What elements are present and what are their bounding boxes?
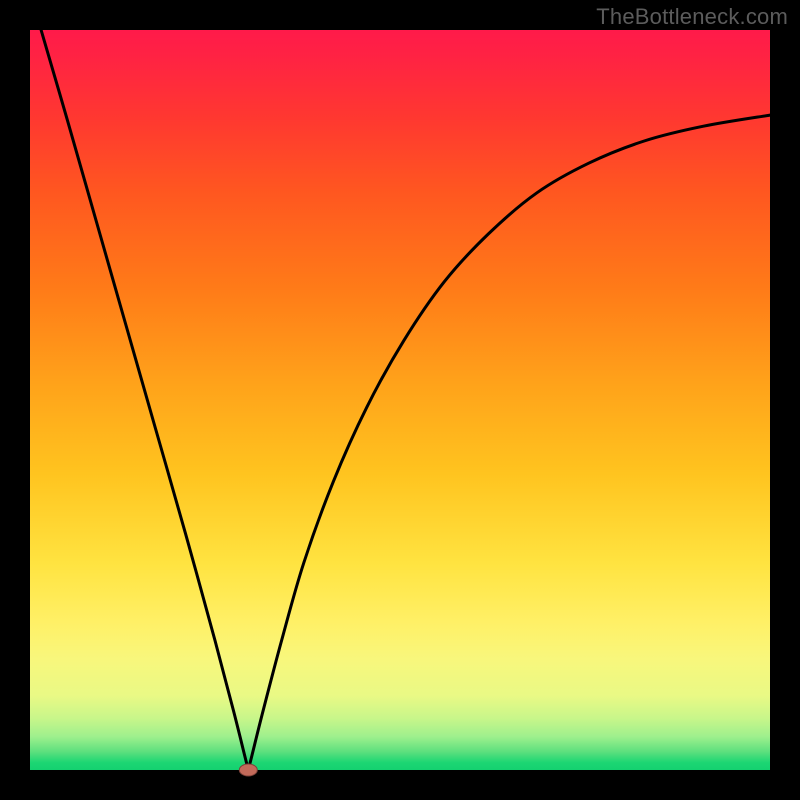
watermark-text: TheBottleneck.com: [596, 4, 788, 30]
bottleneck-chart: [0, 0, 800, 800]
plot-background: [30, 30, 770, 770]
chart-container: TheBottleneck.com: [0, 0, 800, 800]
min-marker: [239, 764, 257, 776]
